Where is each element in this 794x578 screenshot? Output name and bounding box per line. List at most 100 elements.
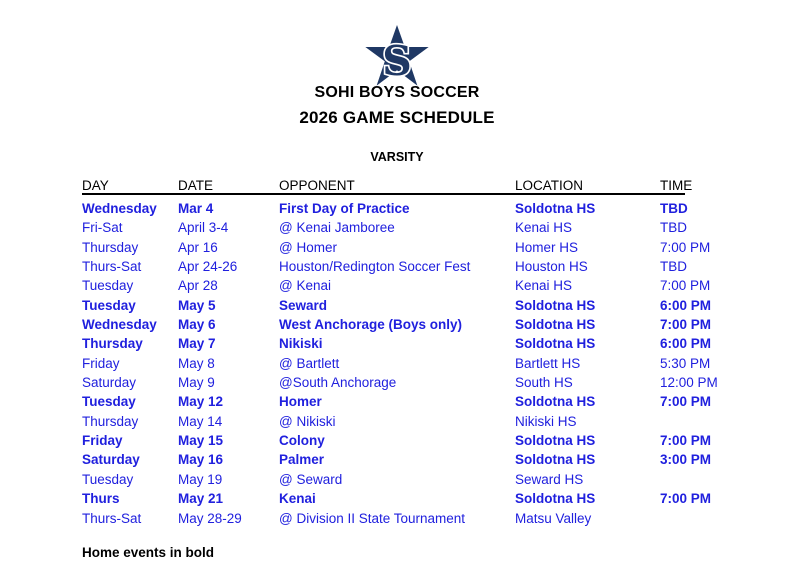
- column-header-day: DAY: [82, 178, 109, 193]
- cell-location: Seward HS: [515, 471, 584, 487]
- cell-date: May 6: [178, 317, 216, 333]
- cell-date: May 21: [178, 491, 224, 507]
- schedule-row: Tuesday Apr 28 @ Kenai Kenai HS 7:00 PM: [82, 276, 750, 295]
- cell-day: Thurs-Sat: [82, 510, 142, 526]
- cell-date: May 9: [178, 375, 215, 391]
- cell-time: 7:00 PM: [660, 491, 712, 507]
- cell-opponent: Palmer: [279, 452, 325, 468]
- cell-location: South HS: [515, 375, 573, 391]
- cell-day: Thursday: [82, 336, 143, 352]
- cell-day: Friday: [82, 355, 120, 371]
- cell-time: TBD: [660, 259, 687, 275]
- schedule-row: Thursday May 7 Nikiski Soldotna HS 6:00 …: [82, 334, 750, 353]
- cell-time: TBD: [660, 201, 688, 216]
- schedule-row: Wednesday Mar 4 First Day of Practice So…: [82, 199, 750, 218]
- star-icon: S: [365, 25, 429, 87]
- cell-day: Thurs-Sat: [82, 259, 142, 275]
- cell-location: Homer HS: [515, 239, 579, 255]
- cell-date: May 8: [178, 355, 215, 371]
- cell-opponent: @South Anchorage: [279, 375, 397, 391]
- cell-time: 7:00 PM: [660, 394, 712, 410]
- cell-day: Tuesday: [82, 297, 136, 313]
- cell-date: May 15: [178, 433, 224, 449]
- cell-day: Tuesday: [82, 394, 136, 410]
- cell-location: Soldotna HS: [515, 491, 596, 507]
- cell-date: May 5: [178, 297, 216, 313]
- cell-time: 7:00 PM: [660, 433, 712, 449]
- schedule-row: Tuesday May 19 @ Seward Seward HS: [82, 470, 750, 489]
- header-underline: [82, 193, 685, 195]
- cell-time: 7:00 PM: [660, 317, 712, 333]
- schedule-row: Thurs-Sat Apr 24-26 Houston/Redington So…: [82, 257, 750, 276]
- schedule-row: Friday May 15 Colony Soldotna HS 7:00 PM: [82, 431, 750, 450]
- cell-date: Mar 4: [178, 201, 214, 216]
- cell-opponent: @ Homer: [279, 239, 337, 255]
- cell-opponent: @ Division II State Tournament: [279, 510, 466, 526]
- cell-opponent: @ Nikiski: [279, 413, 336, 429]
- schedule-row: Saturday May 9 @South Anchorage South HS…: [82, 373, 750, 392]
- schedule-row: Wednesday May 6 West Anchorage (Boys onl…: [82, 315, 750, 334]
- schedule-rows: Wednesday Mar 4 First Day of Practice So…: [82, 195, 750, 528]
- cell-day: Thursday: [82, 239, 139, 255]
- cell-opponent: First Day of Practice: [279, 201, 410, 216]
- cell-date: May 19: [178, 471, 223, 487]
- column-header-time: TIME: [660, 178, 693, 193]
- cell-date: April 3-4: [178, 220, 229, 236]
- cell-location: Soldotna HS: [515, 297, 596, 313]
- cell-opponent: Colony: [279, 433, 325, 449]
- cell-time: 7:00 PM: [660, 239, 711, 255]
- team-logo: S: [0, 25, 794, 87]
- cell-day: Saturday: [82, 375, 137, 391]
- page-title-line2: 2026 GAME SCHEDULE: [299, 108, 495, 127]
- column-header-date: DATE: [178, 178, 214, 193]
- schedule-row: Fri-Sat April 3-4 @ Kenai Jamboree Kenai…: [82, 218, 750, 237]
- cell-time: 5:30 PM: [660, 355, 711, 371]
- cell-opponent: Seward: [279, 297, 328, 313]
- cell-opponent: West Anchorage (Boys only): [279, 317, 463, 333]
- schedule-row: Friday May 8 @ Bartlett Bartlett HS 5:30…: [82, 354, 750, 373]
- cell-time: 7:00 PM: [660, 278, 711, 294]
- schedule-row: Thursday Apr 16 @ Homer Homer HS 7:00 PM: [82, 238, 750, 257]
- cell-day: Tuesday: [82, 471, 134, 487]
- schedule-row: Tuesday May 12 Homer Soldotna HS 7:00 PM: [82, 392, 750, 411]
- logo-letter: S: [382, 37, 412, 85]
- cell-time: [660, 470, 750, 489]
- cell-day: Wednesday: [82, 317, 157, 333]
- column-header-location: LOCATION: [515, 178, 584, 193]
- schedule-table: DAY DATE OPPONENT LOCATION TIME Wednesda…: [82, 178, 750, 528]
- cell-opponent: Kenai: [279, 491, 316, 507]
- cell-date: May 12: [178, 394, 224, 410]
- schedule-row: Tuesday May 5 Seward Soldotna HS 6:00 PM: [82, 296, 750, 315]
- cell-time: 3:00 PM: [660, 452, 712, 468]
- cell-date: Apr 24-26: [178, 259, 238, 275]
- cell-opponent: Nikiski: [279, 336, 323, 352]
- cell-date: May 16: [178, 452, 224, 468]
- cell-day: Wednesday: [82, 201, 157, 216]
- cell-location: Soldotna HS: [515, 317, 596, 333]
- cell-opponent: @ Kenai: [279, 278, 331, 294]
- schedule-row: Thurs May 21 Kenai Soldotna HS 7:00 PM: [82, 489, 750, 508]
- cell-opponent: @ Seward: [279, 471, 343, 487]
- cell-location: Kenai HS: [515, 278, 573, 294]
- cell-date: May 28-29: [178, 510, 242, 526]
- cell-date: May 14: [178, 413, 223, 429]
- cell-location: Houston HS: [515, 259, 588, 275]
- column-header-opponent: OPPONENT: [279, 178, 355, 193]
- cell-location: Matsu Valley: [515, 510, 592, 526]
- cell-date: Apr 16: [178, 239, 218, 255]
- cell-opponent: @ Bartlett: [279, 355, 340, 371]
- cell-time: TBD: [660, 220, 687, 236]
- cell-day: Thursday: [82, 413, 139, 429]
- cell-location: Bartlett HS: [515, 355, 581, 371]
- cell-time: [660, 509, 750, 528]
- cell-day: Thurs: [82, 491, 120, 507]
- cell-time: [660, 412, 750, 431]
- cell-location: Soldotna HS: [515, 394, 596, 410]
- cell-location: Soldotna HS: [515, 201, 596, 216]
- schedule-header-row: DAY DATE OPPONENT LOCATION TIME: [82, 178, 750, 193]
- cell-time: 6:00 PM: [660, 297, 712, 313]
- cell-day: Saturday: [82, 452, 140, 468]
- cell-location: Nikiski HS: [515, 413, 577, 429]
- cell-location: Soldotna HS: [515, 433, 596, 449]
- cell-opponent: Houston/Redington Soccer Fest: [279, 259, 471, 275]
